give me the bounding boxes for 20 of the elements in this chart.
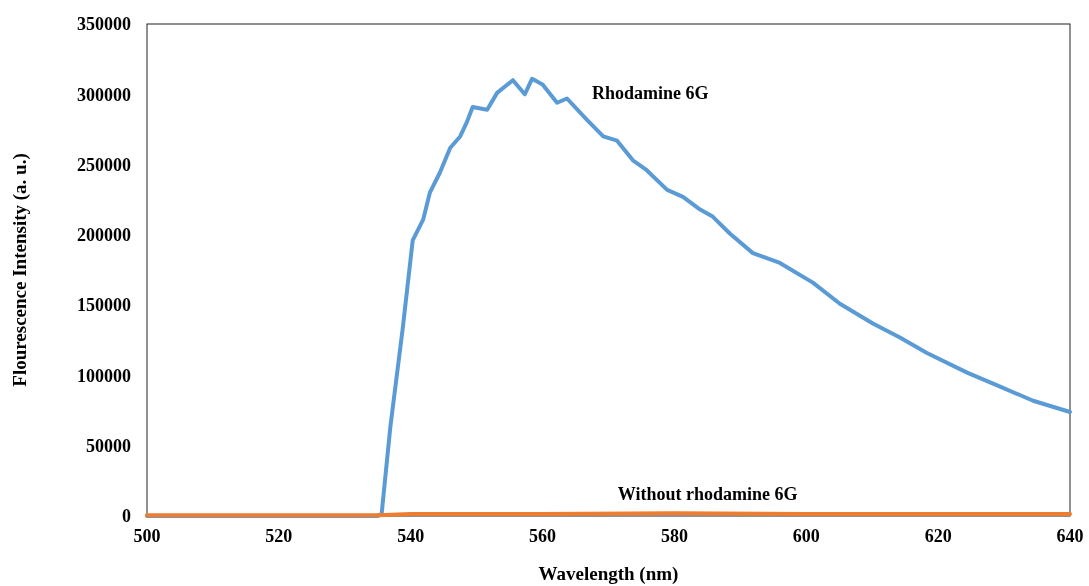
x-tick-label: 620 <box>924 526 952 546</box>
y-tick-label: 350000 <box>77 14 131 35</box>
x-tick-label: 540 <box>397 526 425 546</box>
series-label: Rhodamine 6G <box>592 82 709 103</box>
x-tick-label: 520 <box>265 526 293 546</box>
x-tick-label: 560 <box>529 526 557 546</box>
x-tick-label: 500 <box>133 526 161 546</box>
y-tick-label: 200000 <box>77 225 131 246</box>
x-axis-title: Wavelength (nm) <box>538 563 679 585</box>
x-tick-label: 600 <box>792 526 820 546</box>
series-label: Without rhodamine 6G <box>617 484 798 505</box>
y-tick-label: 250000 <box>77 154 131 175</box>
x-tick-label: 640 <box>1056 526 1084 546</box>
y-tick-label: 100000 <box>77 365 131 386</box>
y-tick-label: 300000 <box>77 84 131 105</box>
y-tick-label: 50000 <box>86 436 131 457</box>
x-tick-label: 580 <box>660 526 688 546</box>
y-tick-label: 0 <box>122 506 131 527</box>
y-tick-label: 150000 <box>77 295 131 316</box>
y-axis-title: Flourescence Intensity (a. u.) <box>9 153 31 387</box>
